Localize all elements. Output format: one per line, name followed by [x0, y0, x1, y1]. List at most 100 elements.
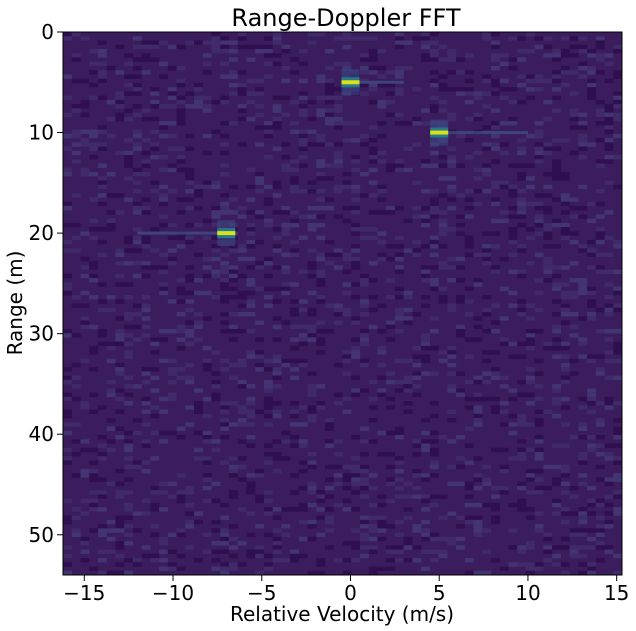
noise-cell: [351, 155, 361, 160]
noise-cell: [307, 451, 317, 457]
noise-cell: [578, 286, 588, 291]
noise-cell: [220, 562, 230, 567]
noise-cell: [517, 545, 527, 550]
noise-cell: [316, 159, 326, 164]
noise-cell: [220, 435, 230, 440]
noise-cell: [613, 456, 623, 461]
noise-cell: [63, 422, 72, 427]
noise-cell: [194, 320, 203, 325]
noise-cell: [482, 171, 492, 177]
noise-cell: [587, 286, 596, 291]
noise-cell: [220, 48, 230, 54]
noise-cell: [368, 379, 378, 385]
noise-cell: [97, 443, 107, 448]
noise-cell: [246, 290, 256, 296]
noise-cell: [447, 256, 457, 262]
noise-cell: [237, 311, 247, 317]
noise-cell: [316, 138, 326, 143]
noise-cell: [490, 218, 500, 224]
noise-cell: [325, 142, 334, 147]
noise-cell: [272, 121, 282, 126]
noise-cell: [534, 87, 544, 92]
noise-cell: [604, 451, 614, 457]
noise-cell: [578, 405, 588, 410]
noise-cell: [202, 498, 212, 504]
noise-cell: [351, 468, 361, 474]
noise-cell: [202, 485, 212, 491]
noise-cell: [220, 61, 230, 67]
noise-cell: [587, 562, 596, 567]
noise-cell: [543, 150, 553, 156]
noise-cell: [595, 367, 605, 372]
noise-cell: [220, 133, 230, 139]
noise-cell: [159, 133, 169, 139]
noise-cell: [482, 481, 492, 487]
noise-cell: [517, 210, 527, 215]
noise-cell: [80, 549, 90, 554]
noise-cell: [63, 367, 72, 372]
noise-cell: [438, 286, 448, 291]
noise-cell: [595, 44, 605, 50]
noise-cell: [185, 545, 195, 550]
noise-cell: [176, 490, 186, 495]
noise-cell: [97, 95, 107, 101]
noise-cell: [525, 367, 535, 372]
noise-cell: [298, 443, 308, 448]
noise-cell: [473, 282, 483, 287]
noise-cell: [482, 142, 492, 147]
noise-cell: [473, 116, 483, 122]
noise-cell: [237, 290, 247, 296]
noise-cell: [490, 409, 500, 414]
noise-cell: [342, 498, 352, 504]
noise-cell: [403, 384, 413, 389]
noise-cell: [194, 252, 203, 258]
noise-cell: [508, 36, 518, 41]
noise-cell: [202, 180, 212, 185]
noise-cell: [552, 498, 562, 504]
noise-cell: [228, 70, 238, 75]
noise-cell: [386, 464, 396, 470]
noise-cell: [290, 159, 300, 164]
noise-cell: [447, 354, 457, 359]
noise-cell: [316, 558, 326, 563]
noise-cell: [508, 430, 518, 436]
noise-cell: [473, 112, 483, 118]
noise-cell: [578, 290, 588, 296]
noise-cell: [220, 426, 230, 431]
noise-cell: [508, 188, 518, 194]
noise-cell: [447, 188, 457, 194]
noise-cell: [403, 320, 413, 325]
noise-cell: [132, 87, 142, 92]
noise-cell: [106, 171, 116, 177]
noise-cell: [63, 286, 72, 291]
noise-cell: [447, 303, 457, 308]
noise-cell: [272, 265, 282, 270]
noise-cell: [525, 176, 535, 181]
noise-cell: [342, 32, 352, 37]
noise-cell: [124, 443, 134, 448]
noise-cell: [97, 252, 107, 258]
noise-cell: [272, 104, 282, 109]
noise-cell: [316, 494, 326, 499]
noise-cell: [202, 345, 212, 351]
noise-cell: [246, 532, 256, 538]
noise-cell: [587, 435, 596, 440]
noise-cell: [613, 460, 623, 465]
noise-cell: [141, 44, 151, 50]
noise-cell: [517, 481, 527, 487]
noise-cell: [508, 341, 518, 347]
noise-cell: [106, 519, 116, 525]
noise-cell: [394, 269, 404, 274]
noise-cell: [290, 435, 300, 440]
noise-cell: [263, 286, 273, 291]
noise-cell: [97, 48, 107, 54]
noise-cell: [359, 333, 369, 338]
noise-cell: [377, 197, 387, 202]
noise-cell: [220, 261, 230, 266]
noise-cell: [490, 32, 500, 37]
noise-cell: [421, 40, 431, 45]
noise-cell: [220, 311, 230, 317]
noise-cell: [202, 61, 212, 67]
noise-cell: [159, 549, 169, 554]
noise-cell: [141, 197, 151, 202]
